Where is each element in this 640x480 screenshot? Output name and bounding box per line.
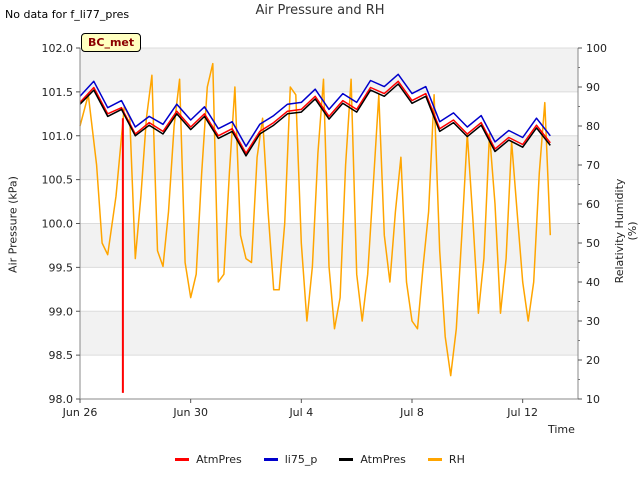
legend-swatch-red [175, 458, 190, 461]
legend-swatch-orange [427, 458, 442, 461]
legend-label: AtmPres [196, 453, 242, 466]
legend-item-rh: RH [427, 453, 465, 466]
legend-item-atmpres-red: AtmPres [175, 453, 242, 466]
plot-band [80, 311, 578, 356]
station-badge: BC_met [81, 33, 142, 52]
pressure-line-0 [79, 80, 551, 155]
legend-item-atmpres-black: AtmPres [339, 453, 406, 466]
y-tick-label-right: 40 [586, 276, 600, 289]
no-data-note: No data for f_li77_pres [5, 8, 130, 21]
legend-item-li75p: li75_p [263, 453, 318, 466]
plot-band [80, 48, 578, 92]
y-tick-label-right: 10 [586, 393, 600, 406]
x-tick-label: Jul 12 [506, 406, 538, 419]
y-tick-label-left: 100.0 [42, 218, 74, 231]
rh-line [79, 62, 552, 377]
y-tick-label-left: 98.0 [49, 393, 74, 406]
y-tick-label-left: 98.5 [49, 349, 74, 362]
x-tick-label: Jul 8 [399, 406, 424, 419]
tick-labels: 98.0 98.5 99.0 99.5 100.0 100.5 101.0 101.5 102.… [42, 42, 608, 419]
x-tick-label: Jun 30 [172, 406, 208, 419]
pressure-line-1 [79, 73, 551, 148]
plot-band [80, 135, 578, 180]
x-tick-label: Jul 4 [288, 406, 313, 419]
plot-band [80, 91, 578, 136]
y-tick-label-left: 100.5 [42, 174, 74, 187]
grid-lines [80, 47, 578, 400]
y-axis-label-left: Air Pressure (kPa) [6, 176, 20, 273]
y-tick-label-left: 101.0 [42, 130, 74, 143]
x-axis-label: Time [548, 423, 575, 436]
y-axis-label-right: Relativity Humidity (%) [613, 178, 639, 284]
series-layer [79, 62, 552, 393]
y-tick-label-right: 90 [586, 81, 600, 94]
x-tick-label: Jun 26 [62, 406, 98, 419]
y-tick-label-left: 99.0 [49, 305, 74, 318]
legend-label: RH [448, 453, 465, 466]
plot-band [80, 355, 578, 399]
y-tick-label-right: 60 [586, 198, 600, 211]
legend-label: AtmPres [360, 453, 406, 466]
legend-swatch-black [339, 458, 354, 461]
y-tick-label-left: 102.0 [42, 42, 74, 55]
pressure-line-2 [79, 83, 551, 157]
y-tick-label-right: 50 [586, 237, 600, 250]
y-tick-label-right: 70 [586, 159, 600, 172]
y-tick-label-right: 80 [586, 120, 600, 133]
legend-label: li75_p [284, 453, 318, 466]
y-tick-label-right: 100 [586, 42, 607, 55]
y-tick-label-left: 101.5 [42, 86, 74, 99]
legend-swatch-blue [263, 458, 278, 461]
y-tick-label-right: 30 [586, 315, 600, 328]
y-tick-label-left: 99.5 [49, 261, 74, 274]
legend: AtmPres li75_p AtmPres RH [0, 453, 640, 466]
chart-title: Air Pressure and RH [255, 3, 385, 18]
y-tick-label-right: 20 [586, 354, 600, 367]
